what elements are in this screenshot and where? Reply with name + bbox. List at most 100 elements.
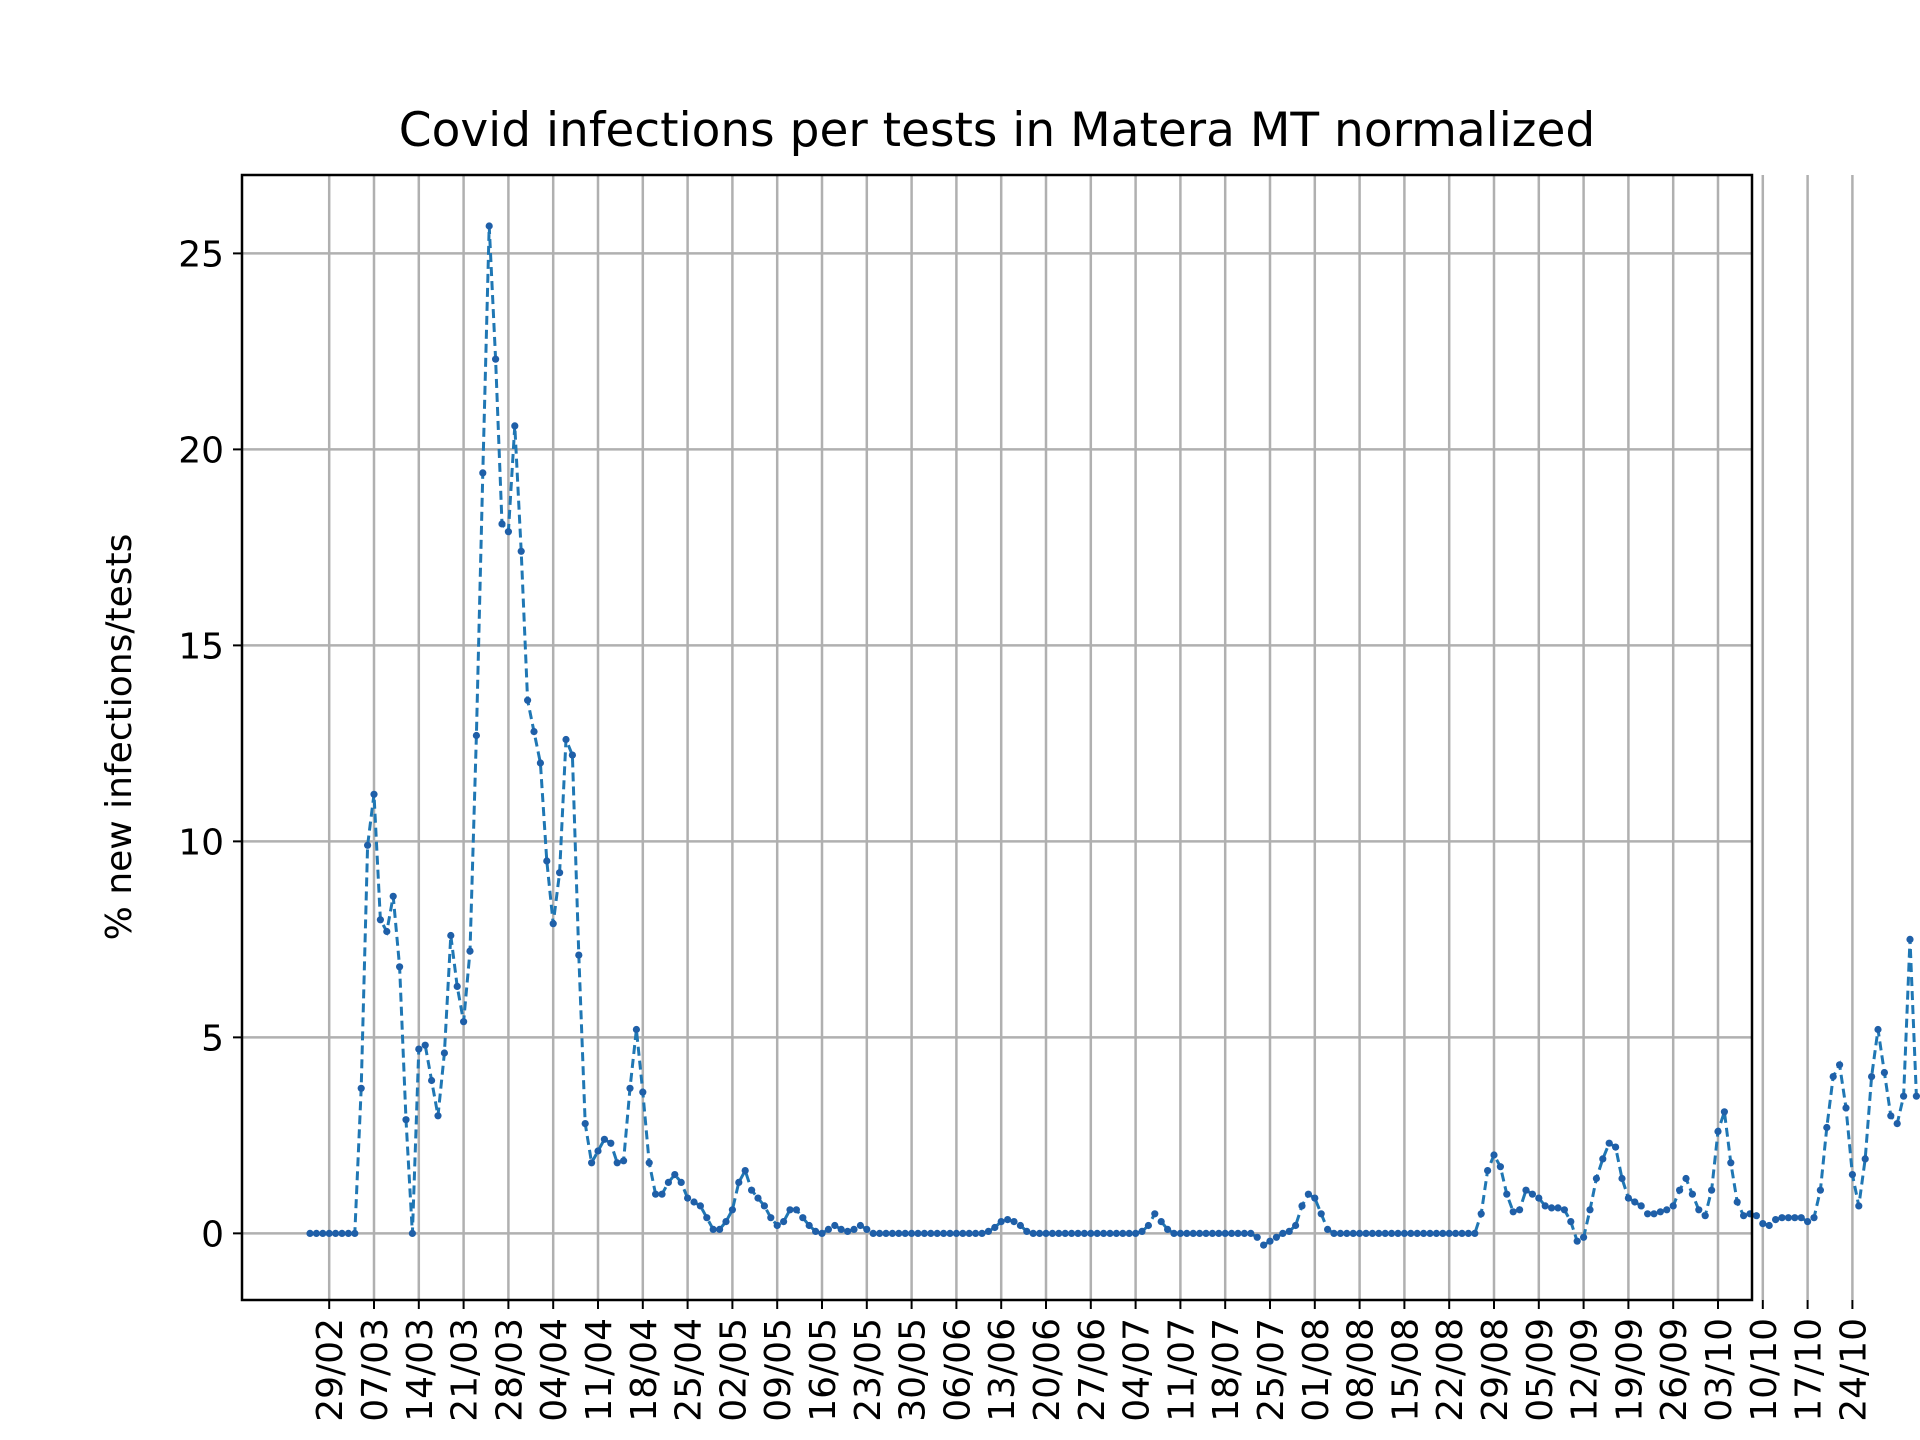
data-point — [1317, 1210, 1325, 1218]
data-point — [543, 857, 551, 865]
data-point — [1893, 1120, 1901, 1128]
x-tick-label: 20/06 — [1027, 1318, 1068, 1422]
data-point — [639, 1088, 647, 1096]
data-point — [1676, 1186, 1684, 1194]
data-point — [1874, 1025, 1882, 1034]
data-point — [1471, 1229, 1479, 1237]
data-point — [1887, 1112, 1895, 1120]
data-point — [1554, 1204, 1562, 1212]
data-point — [1196, 1229, 1204, 1237]
data-point — [1452, 1229, 1460, 1237]
data-point — [1388, 1229, 1396, 1237]
data-point — [1375, 1229, 1383, 1237]
data-point — [1189, 1229, 1197, 1237]
data-point — [1682, 1174, 1690, 1183]
data-point — [613, 1159, 621, 1167]
data-point — [1208, 1229, 1216, 1237]
data-point — [741, 1167, 749, 1175]
x-tick-label: 12/09 — [1565, 1318, 1606, 1422]
x-tick-label: 07/03 — [355, 1318, 396, 1422]
data-point — [1528, 1190, 1536, 1198]
data-point — [1612, 1143, 1620, 1151]
data-point — [760, 1202, 769, 1210]
data-point — [1343, 1229, 1351, 1237]
data-point — [607, 1139, 615, 1147]
data-point — [856, 1221, 865, 1230]
data-point — [658, 1190, 666, 1198]
x-tick-label: 03/10 — [1699, 1318, 1740, 1422]
data-point — [1778, 1214, 1786, 1222]
data-point — [1132, 1229, 1140, 1237]
x-tick-label: 27/06 — [1072, 1318, 1113, 1422]
data-point — [1516, 1206, 1524, 1214]
data-point — [1644, 1210, 1652, 1218]
data-point — [1036, 1229, 1044, 1237]
data-point — [1656, 1208, 1664, 1216]
data-point — [389, 892, 397, 900]
data-point — [1068, 1229, 1076, 1237]
data-point — [1004, 1216, 1012, 1224]
x-tick-label: 18/04 — [624, 1318, 665, 1422]
data-point — [812, 1227, 820, 1235]
data-point — [1797, 1214, 1805, 1222]
y-tick-label: 25 — [178, 234, 224, 275]
x-tick-label: 13/06 — [982, 1318, 1023, 1422]
y-tick-label: 5 — [201, 1018, 224, 1059]
data-point — [325, 1229, 333, 1237]
data-point — [1106, 1229, 1114, 1237]
data-point — [1714, 1127, 1722, 1135]
x-tick-label: 09/05 — [758, 1318, 799, 1422]
data-point — [428, 1076, 436, 1085]
data-point — [664, 1178, 673, 1186]
data-point — [972, 1229, 980, 1237]
data-point — [1740, 1212, 1748, 1220]
data-point — [1784, 1214, 1792, 1222]
x-tick-label: 22/08 — [1430, 1318, 1471, 1422]
data-point — [1285, 1227, 1293, 1235]
y-axis-ticks: 0 5 10 15 20 25 — [178, 234, 242, 1255]
plot-frame — [240, 173, 1754, 1302]
data-point — [780, 1218, 788, 1226]
data-point — [415, 1045, 423, 1053]
data-point — [517, 547, 525, 555]
data-point — [927, 1229, 935, 1237]
data-point — [524, 696, 532, 704]
data-point — [1548, 1204, 1556, 1212]
data-point — [421, 1041, 429, 1049]
data-point — [562, 735, 570, 744]
chart-title: Covid infections per tests in Matera MT … — [399, 103, 1595, 158]
data-point — [568, 751, 577, 759]
data-point — [1215, 1229, 1223, 1237]
data-point — [1701, 1212, 1709, 1220]
data-point — [728, 1206, 737, 1214]
data-point — [1336, 1229, 1344, 1237]
data-point — [1311, 1194, 1319, 1202]
data-point — [1074, 1229, 1082, 1237]
data-point — [933, 1229, 941, 1237]
data-point — [1535, 1194, 1543, 1202]
x-tick-label: 29/02 — [310, 1318, 351, 1422]
y-axis-label: % new infections/tests — [99, 534, 140, 941]
data-point — [1868, 1073, 1876, 1081]
x-tick-label: 02/05 — [713, 1318, 754, 1422]
data-point — [684, 1194, 692, 1202]
x-tick-label: 10/10 — [1744, 1318, 1785, 1422]
data-point — [1836, 1061, 1844, 1069]
x-tick-label: 24/10 — [1833, 1318, 1874, 1422]
data-point — [1292, 1221, 1300, 1230]
data-point — [1029, 1229, 1037, 1237]
data-point — [1202, 1229, 1210, 1237]
x-tick-label: 30/05 — [893, 1318, 934, 1422]
data-point — [703, 1214, 711, 1222]
data-point — [383, 927, 391, 936]
x-tick-label: 29/08 — [1475, 1318, 1516, 1422]
data-point — [1458, 1229, 1466, 1237]
data-point — [1842, 1104, 1850, 1112]
data-point — [1266, 1237, 1274, 1245]
data-point — [376, 916, 384, 924]
data-point — [888, 1229, 897, 1237]
data-point — [344, 1229, 352, 1237]
y-tick-label: 20 — [178, 430, 224, 471]
data-point — [920, 1229, 929, 1237]
